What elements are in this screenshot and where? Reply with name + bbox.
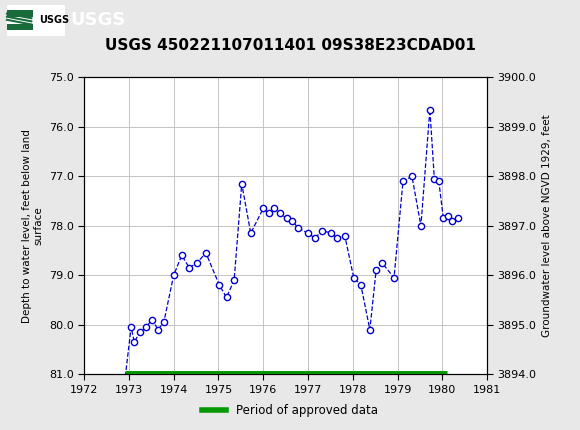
Bar xyxy=(7,10,33,17)
Bar xyxy=(7,5,65,36)
Y-axis label: Depth to water level, feet below land
surface: Depth to water level, feet below land su… xyxy=(21,129,44,322)
Text: USGS: USGS xyxy=(39,15,69,25)
Text: USGS 450221107011401 09S38E23CDAD01: USGS 450221107011401 09S38E23CDAD01 xyxy=(104,38,476,52)
Y-axis label: Groundwater level above NGVD 1929, feet: Groundwater level above NGVD 1929, feet xyxy=(542,114,552,337)
Bar xyxy=(7,24,33,31)
Text: USGS: USGS xyxy=(71,12,126,29)
Legend: Period of approved data: Period of approved data xyxy=(198,399,382,422)
